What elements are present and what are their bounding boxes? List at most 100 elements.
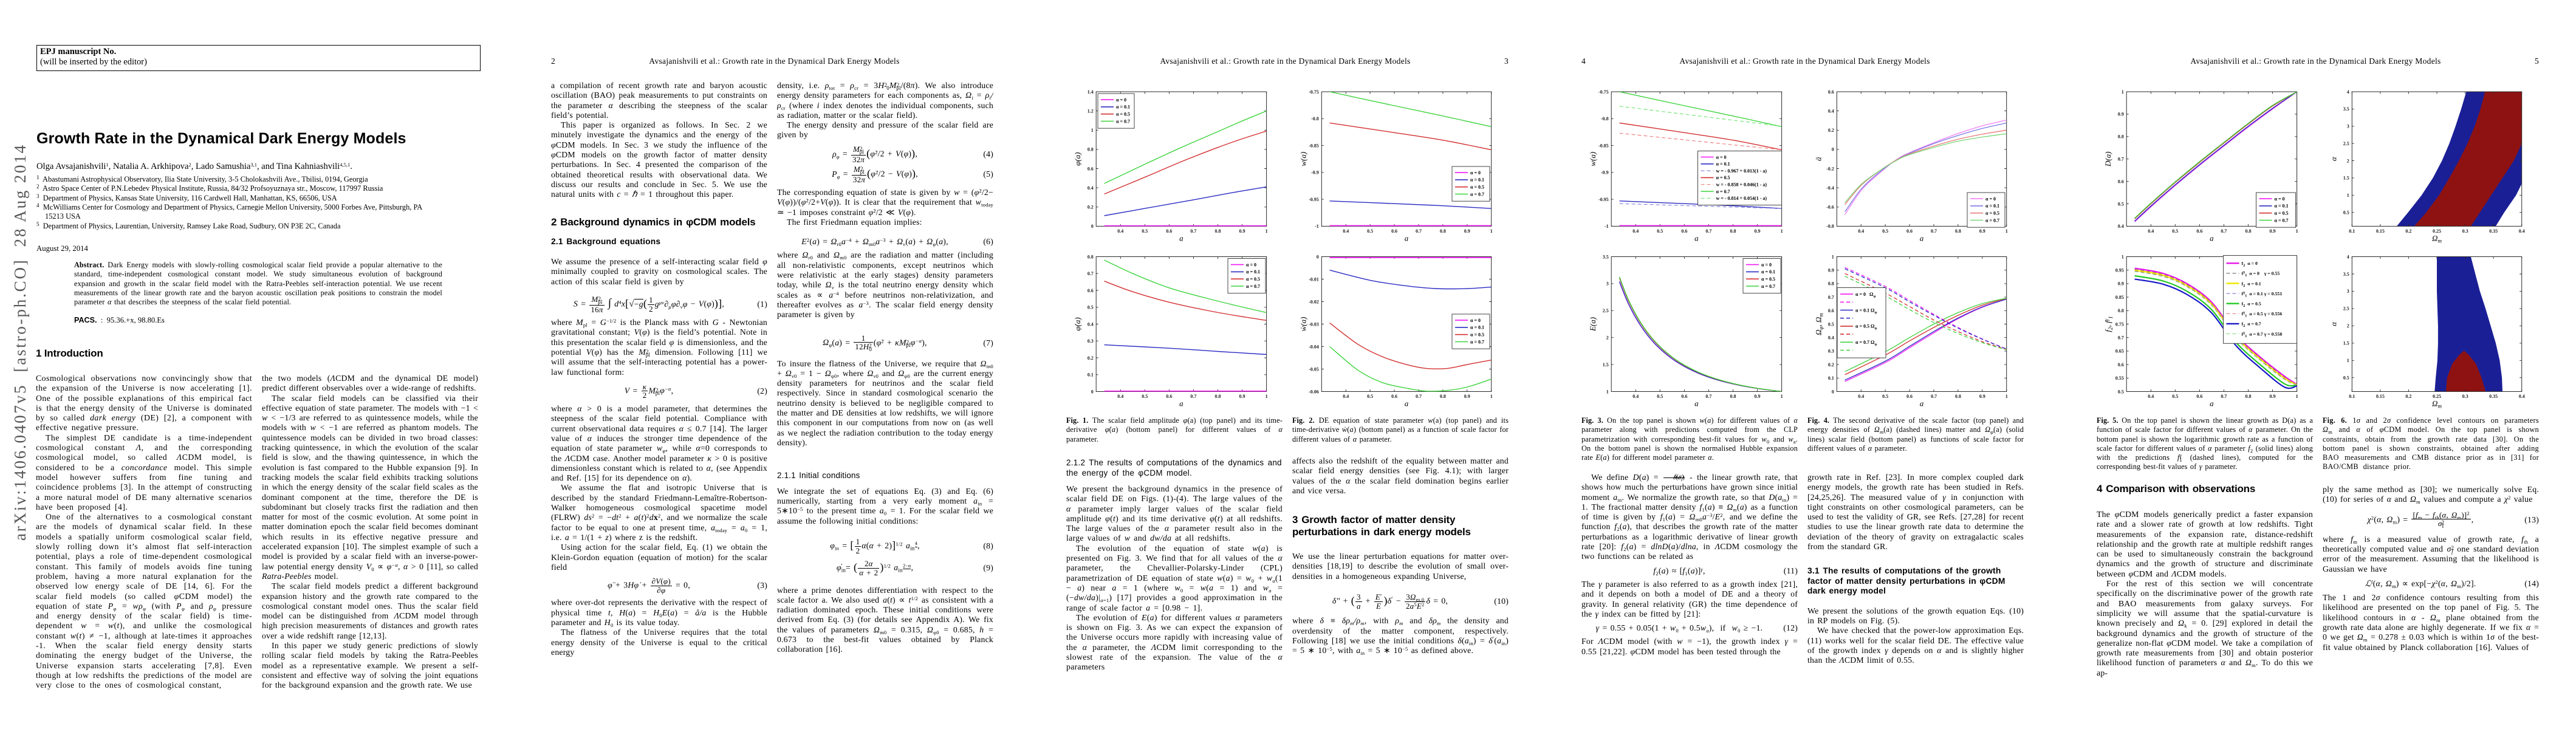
svg-text:-0.95: -0.95	[1598, 197, 1609, 202]
svg-text:1.5: 1.5	[2343, 341, 2349, 346]
svg-text:0.9: 0.9	[2270, 228, 2276, 234]
svg-text:α: α	[2329, 321, 2338, 326]
svg-text:0.1: 0.1	[2349, 228, 2355, 234]
svg-text:-0.9: -0.9	[1311, 170, 1319, 176]
svg-text:f2 α = 0.5: f2 α = 0.5	[2242, 301, 2261, 309]
svg-text:0.4: 0.4	[1858, 228, 1864, 234]
svg-text:0.8: 0.8	[1730, 228, 1736, 234]
svg-text:-0.9: -0.9	[1601, 170, 1609, 176]
svg-text:2.5: 2.5	[2343, 306, 2349, 312]
svg-text:α = 0.5: α = 0.5	[1761, 276, 1775, 282]
svg-text:0.7: 0.7	[1705, 228, 1711, 234]
svg-text:α = 0: α = 0	[1246, 262, 1256, 267]
svg-text:α = 0.1: α = 0.1	[1761, 269, 1775, 275]
svg-text:α = 0.1: α = 0.1	[1246, 269, 1260, 275]
svg-text:0.6: 0.6	[1906, 394, 1913, 399]
svg-text:φ(a): φ(a)	[1073, 152, 1082, 166]
svg-text:ä: ä	[1814, 157, 1823, 161]
svg-text:0.5: 0.5	[2118, 201, 2124, 207]
svg-text:ẇ(a): ẇ(a)	[1298, 317, 1307, 332]
svg-text:0: 0	[1832, 389, 1834, 394]
svg-text:Ωφ, Ωm: Ωφ, Ωm	[1814, 313, 1824, 335]
svg-text:f2 α = 0: f2 α = 0	[2242, 261, 2258, 268]
svg-text:0.2: 0.2	[1088, 355, 1094, 361]
svg-text:0: 0	[1832, 147, 1834, 152]
svg-text:0.6: 0.6	[1906, 228, 1913, 234]
svg-text:0.9: 0.9	[1979, 394, 1985, 399]
svg-text:0.9: 0.9	[1755, 228, 1761, 234]
svg-text:0.8: 0.8	[1955, 394, 1961, 399]
svg-text:α = 0.1: α = 0.1	[1470, 325, 1484, 330]
svg-text:0.6: 0.6	[1088, 166, 1094, 171]
svg-text:0.6: 0.6	[2196, 394, 2202, 399]
svg-text:3.5: 3.5	[1603, 254, 1609, 259]
svg-text:α = 0.7: α = 0.7	[1470, 339, 1484, 344]
svg-text:0.6: 0.6	[2196, 228, 2202, 234]
svg-text:0.4: 0.4	[1117, 228, 1123, 234]
svg-text:0.4: 0.4	[1632, 394, 1639, 399]
svg-text:0.4: 0.4	[2519, 228, 2525, 234]
svg-text:1: 1	[1781, 394, 1783, 399]
svg-text:1: 1	[1832, 254, 1834, 259]
svg-text:0.95: 0.95	[2115, 268, 2124, 273]
svg-text:0.3: 0.3	[2462, 228, 2468, 234]
svg-text:-0.04: -0.04	[1309, 344, 1319, 349]
svg-text:0.5: 0.5	[1088, 305, 1094, 310]
svg-text:φ̇(a): φ̇(a)	[1073, 317, 1082, 330]
svg-text:1: 1	[2296, 394, 2298, 399]
svg-text:0.6: 0.6	[1088, 288, 1094, 293]
svg-text:-0.8: -0.8	[1826, 224, 1834, 229]
svg-text:0.8: 0.8	[1828, 281, 1834, 287]
svg-text:1.4: 1.4	[1088, 89, 1094, 95]
svg-text:w(a): w(a)	[1588, 152, 1597, 166]
svg-text:0.7: 0.7	[1931, 394, 1937, 399]
svg-text:α = 0: α = 0	[1470, 318, 1481, 323]
svg-text:α = 0.5: α = 0.5	[2275, 211, 2289, 216]
svg-text:0.4: 0.4	[2148, 228, 2154, 234]
svg-text:0.8: 0.8	[1440, 228, 1446, 234]
svg-text:0: 0	[1317, 254, 1319, 259]
svg-text:-0.75: -0.75	[1309, 89, 1319, 95]
svg-text:-0.8: -0.8	[1311, 116, 1319, 122]
svg-text:-0.02: -0.02	[1309, 299, 1319, 304]
svg-text:a: a	[2210, 399, 2214, 408]
svg-text:0.1: 0.1	[1088, 372, 1094, 378]
svg-text:-0.03: -0.03	[1309, 321, 1319, 327]
svg-text:0.9: 0.9	[1239, 394, 1245, 399]
svg-text:-1: -1	[1315, 224, 1319, 229]
svg-text:0.4: 0.4	[2118, 224, 2124, 229]
svg-text:0.2: 0.2	[2405, 394, 2411, 399]
svg-text:α = 0.5: α = 0.5	[1985, 211, 1999, 216]
svg-text:0.8: 0.8	[2118, 308, 2124, 313]
svg-text:a: a	[1405, 233, 1409, 242]
svg-text:α = 0.7: α = 0.7	[2275, 217, 2289, 223]
svg-text:1: 1	[1490, 228, 1493, 234]
svg-text:0.8: 0.8	[1215, 394, 1221, 399]
svg-text:3.5: 3.5	[2343, 272, 2349, 277]
svg-text:a: a	[1694, 399, 1699, 408]
svg-text:0.9: 0.9	[1755, 394, 1761, 399]
svg-text:3: 3	[1606, 281, 1609, 287]
svg-text:α = 0.1: α = 0.1	[1116, 104, 1130, 110]
svg-text:0.7: 0.7	[1416, 394, 1422, 399]
svg-text:α = 0.1: α = 0.1	[1985, 204, 1999, 209]
svg-text:0.4: 0.4	[1088, 185, 1094, 191]
svg-text:w = - 0.814 + 0.054(1 - a): w = - 0.814 + 0.054(1 - a)	[1716, 196, 1767, 201]
svg-text:0.2: 0.2	[1088, 205, 1094, 210]
svg-text:1: 1	[1490, 394, 1493, 399]
svg-text:0.9: 0.9	[1464, 394, 1470, 399]
svg-text:a: a	[1694, 233, 1699, 242]
svg-text:0.6: 0.6	[1166, 394, 1172, 399]
svg-text:-1: -1	[1605, 224, 1609, 229]
svg-text:2.5: 2.5	[2343, 141, 2349, 146]
svg-text:1: 1	[1606, 389, 1609, 394]
svg-text:0: 0	[1091, 224, 1094, 229]
svg-text:a: a	[1405, 399, 1409, 408]
svg-text:0.1: 0.1	[2349, 394, 2355, 399]
svg-text:0.3: 0.3	[1088, 338, 1094, 344]
svg-text:0.85: 0.85	[2115, 295, 2124, 300]
svg-text:w = - 0.858 + 0.046(1 - a): w = - 0.858 + 0.046(1 - a)	[1716, 182, 1767, 188]
svg-text:1.5: 1.5	[1603, 362, 1609, 368]
svg-text:-0.85: -0.85	[1598, 143, 1609, 148]
svg-text:0.6: 0.6	[1391, 228, 1397, 234]
